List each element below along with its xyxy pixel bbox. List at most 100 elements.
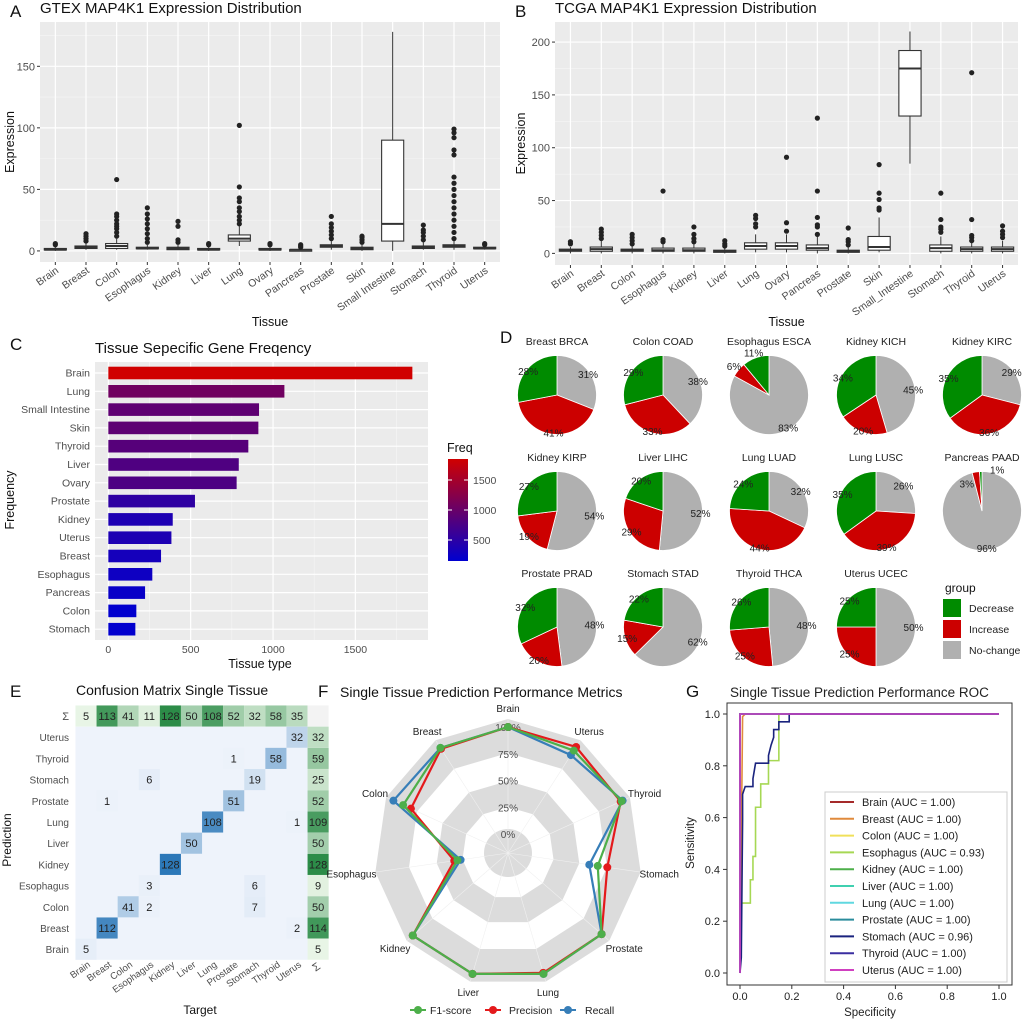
legend-label: No-change	[969, 645, 1021, 657]
y-tick-label: Ovary	[62, 477, 91, 489]
bar	[108, 549, 162, 563]
pie-slice-nochange	[875, 587, 916, 667]
x-tick-label: Kidney	[666, 267, 700, 296]
x-tick-label: 0.8	[940, 991, 955, 1003]
outlier-point	[144, 216, 150, 222]
cell-value: 41	[122, 902, 134, 914]
legend-title: group	[945, 581, 976, 595]
matrix-cell	[159, 853, 181, 875]
pie-percent-label: 26%	[731, 598, 751, 609]
sum-cell	[307, 769, 329, 791]
outlier-point	[175, 223, 181, 229]
outlier-point	[451, 130, 457, 136]
axis-label: Brain	[496, 704, 519, 715]
outlier-point	[451, 186, 457, 192]
outlier-point	[691, 224, 697, 230]
legend-label: Uterus (AUC = 1.00)	[862, 965, 962, 977]
pie-panel: Breast BRCA 31% 41% 28% Colon COAD 38% 33% 29% E…	[515, 336, 1022, 667]
bar	[108, 385, 285, 398]
outlier-point	[114, 229, 120, 236]
axis-label: Esophagus	[326, 870, 376, 881]
sum-value: 108	[203, 711, 221, 723]
outlier-point	[144, 239, 150, 245]
x-tick-label: 1.0	[991, 991, 1006, 1003]
pie-slice-nochange	[556, 587, 597, 667]
pie-slice-decrease	[517, 587, 558, 645]
outlier-point	[814, 188, 820, 194]
x-tick-label: Uterus	[976, 268, 1008, 296]
box	[381, 139, 405, 242]
pie-title: Stomach STAD	[627, 568, 699, 580]
outlier-point	[236, 205, 242, 211]
outlier-point	[420, 233, 426, 239]
outlier-point	[451, 211, 457, 217]
legend-marker	[564, 1006, 572, 1014]
y-tick-label: Liver	[67, 459, 90, 471]
ring-label: 25%	[498, 803, 518, 814]
outlier-point	[814, 231, 820, 237]
outlier-point	[567, 239, 574, 245]
outlier-point	[175, 218, 181, 224]
outlier-point	[267, 240, 273, 247]
legend-label: F1-score	[430, 1005, 472, 1017]
outlier-point	[938, 216, 944, 223]
radar-point	[468, 969, 477, 978]
outlier-point	[938, 190, 944, 196]
radar-panel: 0%25%50%75%100%BrainUterusThyroidStomach…	[326, 684, 679, 1017]
sum-value: 128	[309, 859, 327, 871]
sum-cell	[75, 705, 97, 727]
pie-percent-label: 83%	[778, 423, 798, 434]
legend-label: Precision	[509, 1005, 552, 1017]
roc-curve	[739, 713, 999, 973]
legend-marker	[414, 1006, 422, 1014]
pie-percent-label: 31%	[578, 370, 598, 381]
y-tick-label: Colon	[63, 605, 91, 617]
pie-slice-nochange	[556, 355, 597, 411]
outlier-point	[236, 213, 242, 220]
sum-value: 52	[228, 711, 240, 723]
outlier-point	[236, 122, 242, 128]
x-tick-label: Lung	[735, 268, 761, 291]
roc-curve	[739, 713, 999, 974]
column-label: Uterus	[274, 959, 303, 984]
bar	[108, 494, 195, 508]
outlier-point	[482, 240, 488, 247]
pie-title: Esophagus ESCA	[727, 336, 811, 348]
outlier-point	[814, 222, 820, 228]
axis-label: Uterus	[574, 727, 603, 738]
outlier-point	[451, 152, 457, 158]
pie-percent-label: 22%	[629, 594, 649, 605]
legend-box	[824, 791, 1008, 983]
pie-chart: Kidney KICH 45% 20% 34%	[833, 336, 923, 437]
outlier-point	[328, 221, 334, 227]
chart-title: TCGA MAP4K1 Expression Distribution	[555, 0, 817, 17]
pie-slice-increase	[843, 510, 916, 551]
row-label: Kidney	[38, 860, 69, 871]
pie-percent-label: 52%	[690, 509, 710, 520]
matrix-cell	[138, 769, 160, 791]
roc-curve	[739, 713, 999, 973]
outlier-point	[114, 233, 120, 239]
pie-chart: Esophagus ESCA 83% 6%11%	[727, 336, 811, 435]
legend-label: Liver (AUC = 1.00)	[862, 881, 953, 893]
matrix-cell	[286, 726, 308, 748]
x-tick-label: Liver	[705, 267, 731, 290]
chart-title: GTEX MAP4K1 Expression Distribution	[40, 0, 302, 17]
y-tick-label: Thyroid	[55, 441, 90, 453]
ring-label: 75%	[498, 750, 518, 761]
radar-spoke	[507, 852, 641, 873]
outlier-point	[144, 226, 150, 232]
pie-percent-label: 54%	[584, 512, 604, 523]
axis-label: Kidney	[380, 944, 411, 955]
chart-title: Confusion Matrix Single Tissue	[76, 682, 268, 698]
row-label: Liver	[47, 839, 69, 850]
outlier-point	[114, 221, 120, 227]
axis-label: Thyroid	[628, 789, 661, 800]
sum-cell	[265, 705, 287, 727]
cell-value: 112	[98, 923, 116, 935]
y-tick-label: Lung	[67, 386, 91, 398]
x-tick-label: Thyroid	[942, 268, 978, 298]
sum-cell	[307, 938, 329, 960]
y-axis-title: Frequency	[3, 470, 17, 530]
